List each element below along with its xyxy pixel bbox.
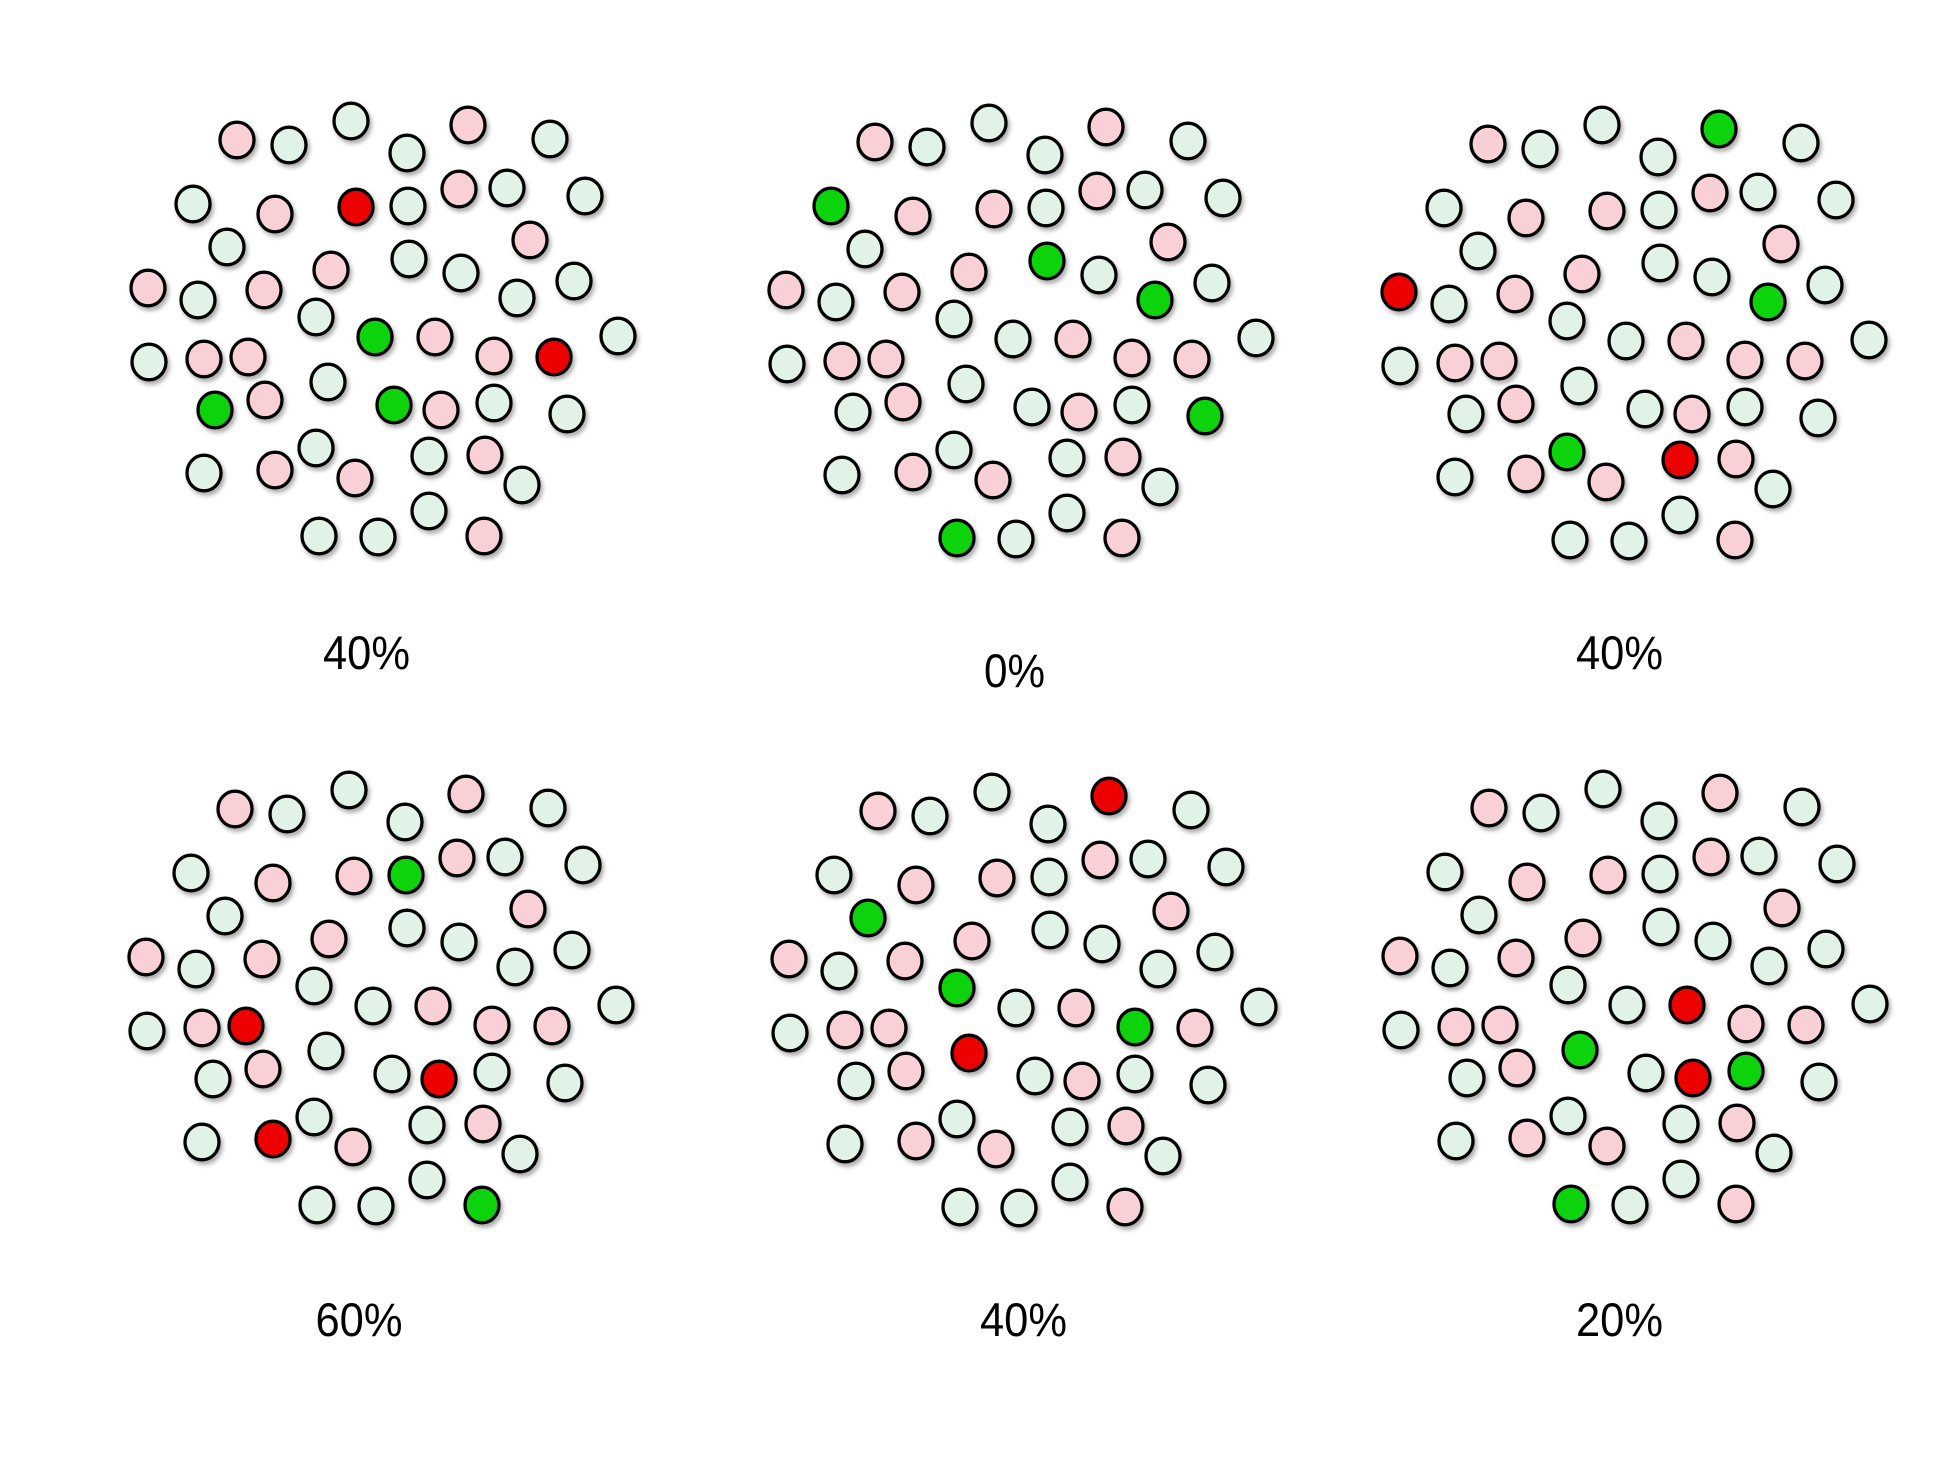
svg-text:40%: 40% xyxy=(1576,627,1663,680)
svg-text:0%: 0% xyxy=(984,645,1045,698)
svg-text:60%: 60% xyxy=(316,1294,403,1347)
svg-text:20%: 20% xyxy=(1576,1294,1663,1347)
svg-text:40%: 40% xyxy=(980,1294,1067,1347)
svg-text:40%: 40% xyxy=(323,627,410,680)
